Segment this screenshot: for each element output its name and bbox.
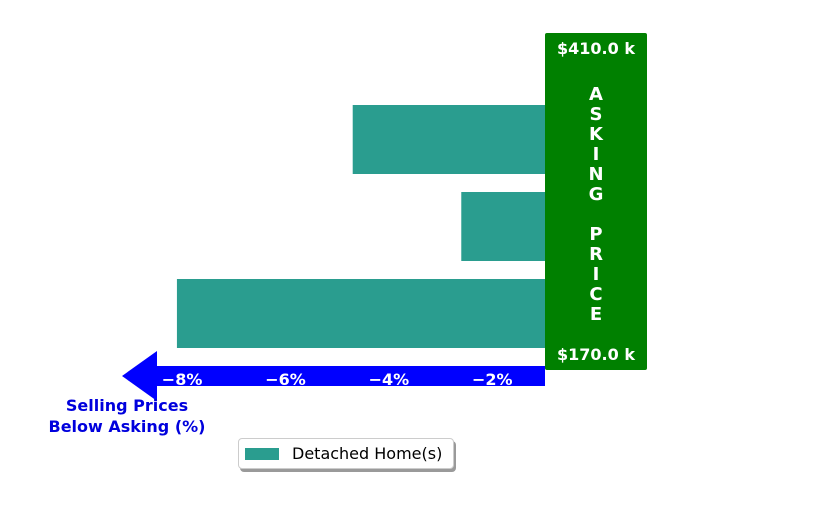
price-low-label: $170.0 k (557, 345, 635, 364)
asking-price-letter: I (593, 264, 600, 285)
x-axis-arrow (122, 351, 545, 401)
asking-price-letter: S (590, 104, 603, 125)
x-tick-label: −2% (472, 370, 513, 389)
asking-price-letter: E (590, 304, 602, 325)
asking-price-panel (545, 33, 647, 370)
bar-1 (461, 192, 545, 261)
legend-label: Detached Home(s) (292, 444, 443, 463)
x-tick-label: −8% (162, 370, 203, 389)
bars-group (176, 105, 545, 348)
legend: Detached Home(s) (238, 438, 454, 469)
x-axis-label-line-2: Below Asking (%) (49, 417, 206, 436)
bar-2 (176, 279, 545, 348)
asking-price-letter: R (589, 244, 603, 265)
bar-0 (352, 105, 545, 174)
asking-price-letter: G (589, 184, 604, 205)
asking-price-letter: K (589, 124, 604, 145)
x-axis-label-line-1: Selling Prices (66, 396, 188, 415)
x-tick-label: −6% (265, 370, 306, 389)
x-tick-labels: −8% −6% −4% −2% (162, 370, 513, 389)
price-high-label: $410.0 k (557, 39, 635, 58)
x-tick-label: −4% (369, 370, 410, 389)
asking-price-letter: N (588, 164, 603, 185)
asking-price-letter: P (589, 224, 602, 245)
legend-swatch (245, 447, 279, 460)
asking-price-letter: C (589, 284, 602, 305)
asking-price-letter: I (593, 144, 600, 165)
asking-price-letter: A (589, 84, 603, 105)
